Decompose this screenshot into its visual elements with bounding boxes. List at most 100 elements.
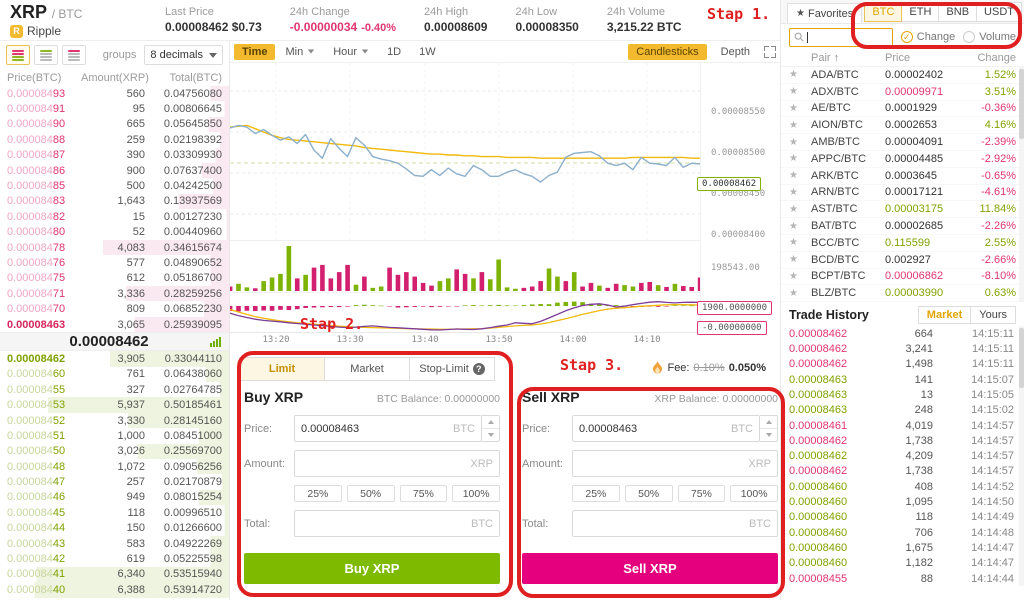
- radio-volume[interactable]: Volume: [963, 31, 1016, 43]
- orderbook-bid-row[interactable]: 0.00008462 3,905 0.33044110: [0, 351, 229, 367]
- sell-total-input[interactable]: BTC: [572, 510, 778, 537]
- scrollbar-thumb[interactable]: [1019, 69, 1024, 139]
- tf-1d-button[interactable]: 1D: [387, 45, 402, 58]
- pair-row[interactable]: ★ BAT/BTC 0.00002685 -2.26%: [781, 218, 1024, 235]
- orderbook-ask-row[interactable]: 0.00008486 900 0.07637400: [0, 162, 229, 179]
- star-icon[interactable]: ★: [789, 270, 798, 282]
- search-input[interactable]: [789, 27, 893, 47]
- orderbook-bid-row[interactable]: 0.00008452 3,330 0.28145160: [0, 412, 229, 429]
- orderbook-ask-row[interactable]: 0.00008476 577 0.04890652: [0, 255, 229, 271]
- orderbook-bid-row[interactable]: 0.00008451 1,000 0.08451000: [0, 428, 229, 444]
- tab-favorites[interactable]: ★ Favorites: [787, 3, 863, 23]
- orderbook-ask-row[interactable]: 0.00008463 3,065 0.25939095: [0, 316, 229, 333]
- pair-row[interactable]: ★ AION/BTC 0.0002653 4.16%: [781, 117, 1024, 135]
- tab-bnb[interactable]: BNB: [938, 2, 978, 22]
- percent-button-100[interactable]: 100%: [452, 485, 500, 502]
- book-view-bids-button[interactable]: [34, 45, 58, 65]
- orderbook-bid-row[interactable]: 0.00008460 761 0.06438060: [0, 366, 229, 383]
- tab-limit[interactable]: Limit: [239, 357, 325, 381]
- step-up-icon[interactable]: [760, 416, 777, 429]
- tab-market[interactable]: Market: [324, 357, 410, 381]
- orderbook-ask-row[interactable]: 0.00008491 95 0.00806645: [0, 101, 229, 117]
- tab-btc[interactable]: BTC: [864, 2, 903, 22]
- buy-amount-input[interactable]: XRP: [294, 450, 500, 477]
- percent-button-25[interactable]: 25%: [294, 485, 342, 502]
- star-icon[interactable]: ★: [789, 86, 798, 98]
- scrollbar[interactable]: [1019, 67, 1024, 303]
- pair-row[interactable]: ★ BCD/BTC 0.002927 -2.66%: [781, 252, 1024, 269]
- orderbook-bid-row[interactable]: 0.00008453 5,937 0.50185461: [0, 397, 229, 413]
- orderbook-bid-row[interactable]: 0.00008442 619 0.05225598: [0, 551, 229, 567]
- candlesticks-button[interactable]: Candlesticks: [628, 43, 707, 60]
- orderbook-ask-row[interactable]: 0.00008487 390 0.03309930: [0, 147, 229, 163]
- star-icon[interactable]: ★: [789, 153, 798, 165]
- pair-row[interactable]: ★ ADX/BTC 0.00009971 3.51%: [781, 84, 1024, 101]
- star-icon[interactable]: ★: [789, 220, 798, 232]
- star-icon[interactable]: ★: [789, 186, 798, 198]
- orderbook-ask-row[interactable]: 0.00008475 612 0.05186700: [0, 270, 229, 287]
- star-icon[interactable]: ★: [789, 136, 798, 148]
- percent-button-50[interactable]: 50%: [624, 485, 673, 502]
- scrollbar-thumb[interactable]: [1019, 328, 1024, 389]
- tab-eth[interactable]: ETH: [901, 2, 940, 22]
- star-icon[interactable]: ★: [789, 237, 798, 249]
- orderbook-bid-row[interactable]: 0.00008440 6,388 0.53914720: [0, 582, 229, 598]
- decimals-select[interactable]: 8 decimals: [144, 45, 223, 65]
- orderbook-bid-row[interactable]: 0.00008443 583 0.04922269: [0, 535, 229, 552]
- buy-button[interactable]: Buy XRP: [244, 553, 500, 584]
- pair-row[interactable]: ★ APPC/BTC 0.00004485 -2.92%: [781, 151, 1024, 168]
- orderbook-bid-row[interactable]: 0.00008448 1,072 0.09056256: [0, 458, 229, 475]
- tab-history-market[interactable]: Market: [917, 306, 972, 325]
- orderbook-ask-row[interactable]: 0.00008480 52 0.00440960: [0, 224, 229, 240]
- orderbook-ask-row[interactable]: 0.00008478 4,083 0.34615674: [0, 239, 229, 256]
- percent-button-50[interactable]: 50%: [346, 485, 395, 502]
- book-view-asks-button[interactable]: [62, 45, 86, 65]
- sell-button[interactable]: Sell XRP: [522, 553, 778, 584]
- tf-1w-button[interactable]: 1W: [419, 45, 436, 58]
- mid-price-row[interactable]: 0.00008462: [0, 332, 229, 352]
- star-icon[interactable]: ★: [789, 119, 798, 131]
- orderbook-ask-row[interactable]: 0.00008471 3,336 0.28259256: [0, 286, 229, 302]
- orderbook-bid-row[interactable]: 0.00008447 257 0.02170879: [0, 474, 229, 490]
- tab-stop-limit[interactable]: Stop-Limit?: [409, 357, 495, 381]
- pair-row[interactable]: ★ AE/BTC 0.0001929 -0.36%: [781, 101, 1024, 118]
- depth-button[interactable]: Depth: [720, 45, 750, 58]
- pair-row[interactable]: ★ ARN/BTC 0.00017121 -4.61%: [781, 185, 1024, 202]
- star-icon[interactable]: ★: [789, 170, 798, 182]
- radio-change[interactable]: ✓ Change: [900, 31, 955, 43]
- star-icon[interactable]: ★: [789, 69, 798, 81]
- buy-price-input[interactable]: 0.00008463 BTC: [294, 415, 482, 442]
- pair-row[interactable]: ★ BCC/BTC 0.115599 2.55%: [781, 235, 1024, 252]
- star-icon[interactable]: ★: [789, 254, 798, 266]
- percent-button-75[interactable]: 75%: [677, 485, 726, 502]
- orderbook-bid-row[interactable]: 0.00008445 118 0.00996510: [0, 505, 229, 521]
- pair-row[interactable]: ★ ADA/BTC 0.00002402 1.52%: [781, 67, 1024, 84]
- pair-row[interactable]: ★ ARK/BTC 0.0003645 -0.65%: [781, 168, 1024, 185]
- orderbook-bid-row[interactable]: 0.00008444 150 0.01266600: [0, 520, 229, 536]
- sort-pair[interactable]: Pair ↑: [811, 52, 885, 64]
- star-icon[interactable]: ★: [789, 102, 798, 114]
- orderbook-bid-row[interactable]: 0.00008455 327 0.02764785: [0, 382, 229, 398]
- star-icon[interactable]: ★: [789, 287, 798, 299]
- percent-button-100[interactable]: 100%: [730, 485, 778, 502]
- star-icon[interactable]: ★: [789, 203, 798, 215]
- percent-button-75[interactable]: 75%: [399, 485, 448, 502]
- tf-hour-button[interactable]: Hour: [325, 44, 377, 60]
- pair-row[interactable]: ★ BLZ/BTC 0.00003990 0.63%: [781, 285, 1024, 303]
- orderbook-ask-row[interactable]: 0.00008485 500 0.04242500: [0, 178, 229, 194]
- tf-time-button[interactable]: Time: [234, 43, 276, 60]
- orderbook-ask-row[interactable]: 0.00008493 560 0.04756080: [0, 86, 229, 102]
- orderbook-ask-row[interactable]: 0.00008488 259 0.02198392: [0, 132, 229, 148]
- sell-price-input[interactable]: 0.00008463 BTC: [572, 415, 760, 442]
- buy-total-input[interactable]: BTC: [294, 510, 500, 537]
- orderbook-ask-row[interactable]: 0.00008470 809 0.06852230: [0, 301, 229, 317]
- fullscreen-icon[interactable]: [764, 45, 776, 58]
- orderbook-bid-row[interactable]: 0.00008450 3,026 0.25569700: [0, 443, 229, 459]
- step-down-icon[interactable]: [760, 429, 777, 441]
- tf-min-button[interactable]: Min: [277, 44, 323, 60]
- tab-usdt[interactable]: USDT: [976, 2, 1022, 22]
- step-down-icon[interactable]: [482, 429, 499, 441]
- orderbook-ask-row[interactable]: 0.00008483 1,643 0.13937569: [0, 193, 229, 210]
- orderbook-ask-row[interactable]: 0.00008482 15 0.00127230: [0, 209, 229, 225]
- book-view-both-button[interactable]: [6, 45, 30, 65]
